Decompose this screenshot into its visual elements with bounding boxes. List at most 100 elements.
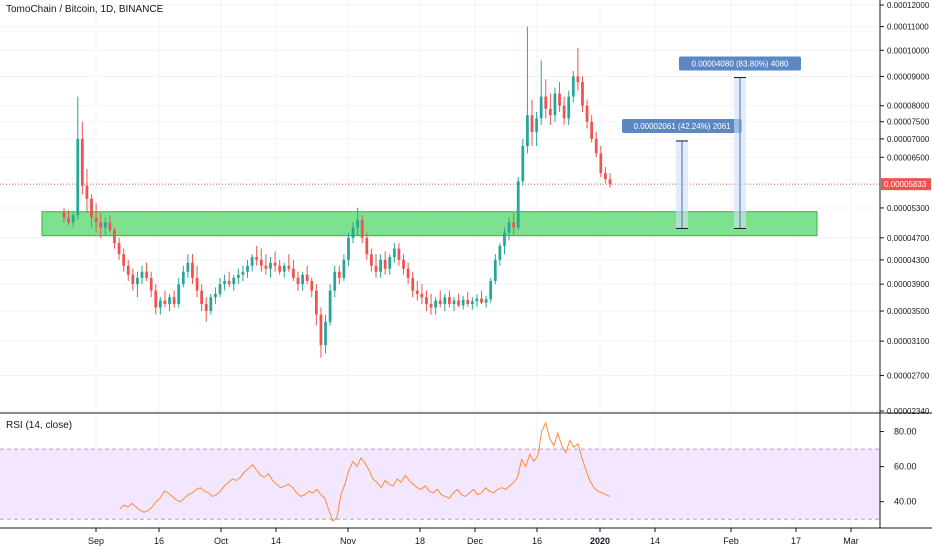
time-tick-label: Feb — [723, 536, 739, 546]
support-zone — [41, 211, 818, 237]
candle-body — [67, 217, 70, 223]
candle-body — [204, 304, 208, 312]
candle-body — [94, 217, 98, 223]
rsi-tick-label: 60.00 — [894, 462, 917, 472]
candle-body — [241, 271, 245, 275]
candle-body — [567, 96, 571, 119]
candle-body — [287, 265, 291, 269]
candle-body — [181, 271, 185, 285]
candle-body — [581, 82, 584, 106]
candle-body — [457, 300, 460, 306]
time-tick-label: 16 — [532, 536, 542, 546]
candle-body — [585, 105, 589, 122]
candle-body — [402, 259, 405, 269]
candle-body — [544, 96, 548, 109]
candle-body — [186, 262, 190, 272]
candle-body — [429, 304, 433, 308]
candle-body — [136, 277, 139, 285]
candle-body — [172, 297, 176, 305]
time-tick-label: 2020 — [590, 536, 610, 546]
candle-body — [599, 153, 603, 174]
candle-body — [163, 300, 167, 305]
candle-body — [379, 259, 382, 272]
candle-body — [489, 280, 493, 300]
candle-body — [516, 181, 520, 228]
current-price-label: 0.00005833 — [884, 180, 927, 189]
candle-body — [548, 108, 552, 116]
candle-body — [461, 299, 465, 306]
candle-body — [314, 290, 318, 315]
time-tick-label: 14 — [271, 536, 281, 546]
candle-body — [466, 299, 470, 305]
candle-body — [526, 115, 529, 147]
candle-body — [310, 280, 314, 291]
price-tick-label: 0.00012000 — [887, 1, 930, 10]
candle-body — [480, 298, 483, 303]
price-tick-label: 0.00004700 — [887, 234, 930, 243]
candle-body — [168, 297, 171, 305]
candle-body — [158, 300, 162, 308]
candle-body — [571, 76, 575, 97]
candle-body — [530, 115, 534, 132]
candle-body — [342, 259, 346, 278]
candle-body — [328, 290, 332, 322]
candle-body — [90, 198, 93, 218]
measure-label: 0.00004080 (83.80%) 4080 — [692, 60, 790, 69]
candle-body — [388, 257, 392, 269]
candle-body — [443, 297, 447, 305]
candle-body — [333, 271, 337, 291]
candle-body — [503, 232, 506, 246]
time-tick-label: Mar — [843, 536, 859, 546]
candle-body — [126, 265, 130, 275]
candle-body — [470, 301, 474, 305]
candle-body — [521, 146, 525, 182]
candle-body — [218, 284, 222, 294]
candle-body — [347, 237, 350, 260]
price-tick-label: 0.00003100 — [887, 337, 930, 346]
candle-body — [434, 300, 438, 308]
price-tick-label: 0.00007000 — [887, 135, 930, 144]
measure-label: 0.00002061 (42.24%) 2061 — [634, 122, 732, 131]
candle-body — [448, 297, 451, 305]
candle-body — [227, 280, 231, 285]
candle-body — [475, 298, 479, 302]
price-tick-label: 0.00004300 — [887, 256, 930, 265]
time-tick-label: 16 — [154, 536, 164, 546]
candle-body — [365, 237, 369, 255]
candle-body — [76, 138, 80, 216]
candle-body — [498, 245, 502, 260]
time-tick-label: Sep — [88, 536, 104, 546]
candle-body — [562, 105, 566, 119]
candle-body — [324, 321, 327, 346]
candle-body — [259, 259, 263, 266]
candle-body — [232, 277, 236, 285]
candle-body — [452, 300, 456, 305]
candle-body — [535, 118, 538, 132]
candle-body — [236, 274, 240, 278]
candle-body — [292, 268, 295, 278]
candle-body — [411, 277, 415, 291]
candle-body — [191, 262, 194, 278]
candle-body — [140, 271, 144, 278]
candle-body — [360, 219, 364, 238]
candle-body — [223, 280, 226, 285]
candle-body — [415, 290, 419, 294]
rsi-tick-label: 40.00 — [894, 497, 917, 507]
candle-body — [484, 299, 488, 303]
candle-body — [177, 284, 181, 305]
candle-body — [117, 243, 121, 255]
candle-body — [62, 212, 66, 218]
candle-body — [103, 222, 107, 228]
candle-body — [397, 248, 401, 260]
candle-body — [438, 300, 442, 305]
candle-body — [383, 259, 387, 269]
time-tick-label: 17 — [791, 536, 801, 546]
price-tick-label: 0.00002340 — [887, 407, 930, 416]
price-tick-label: 0.00010000 — [887, 46, 930, 55]
candle-body — [214, 293, 217, 298]
candle-body — [420, 293, 424, 298]
rsi-title: RSI (14, close) — [6, 420, 73, 431]
